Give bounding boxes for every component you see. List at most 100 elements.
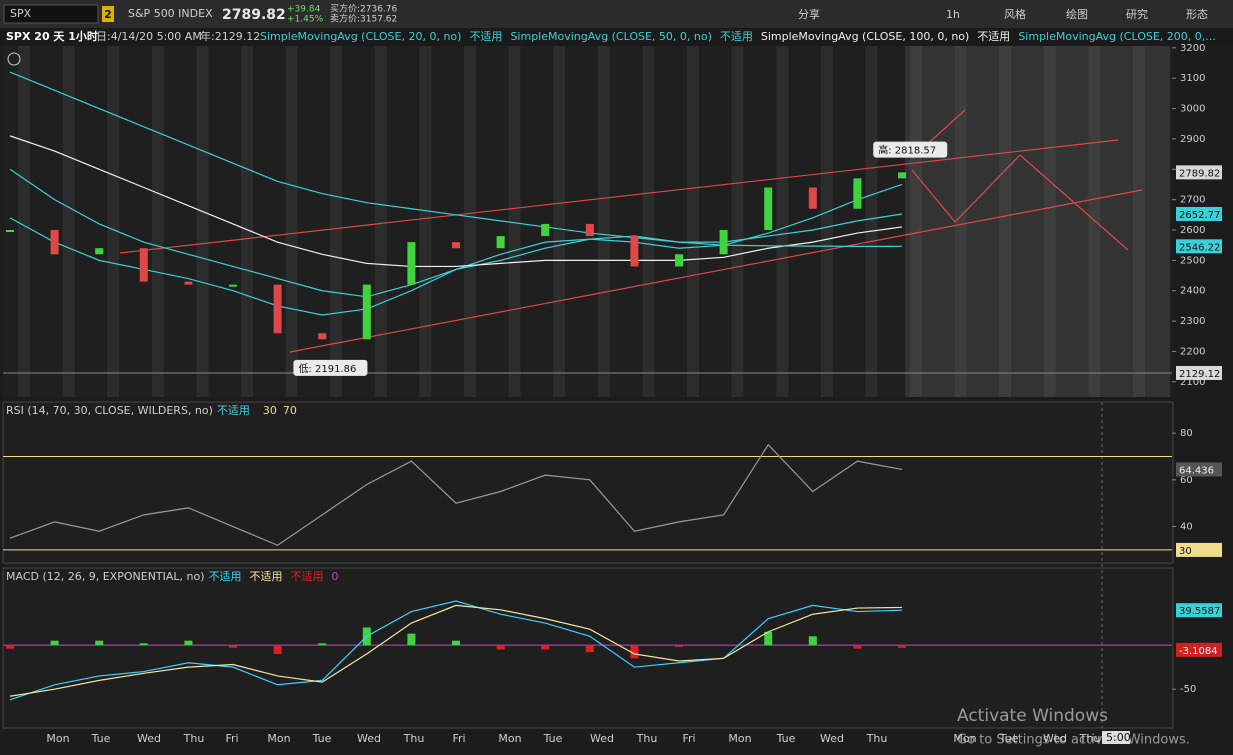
toolbar-button[interactable]: 1h <box>946 8 960 21</box>
rsi-panel <box>2 401 1174 564</box>
histogram-bar <box>139 643 148 646</box>
x-tick-label: Tue <box>776 732 796 745</box>
value-label: 2546.22 <box>1179 242 1220 253</box>
link-box[interactable] <box>102 6 114 22</box>
session-stripe <box>1133 46 1145 397</box>
x-tick-label: Mon <box>728 732 751 745</box>
session-stripe <box>151 46 164 397</box>
candle <box>273 284 282 334</box>
value-label: 2129.12 <box>1179 369 1220 380</box>
candle <box>452 242 460 249</box>
session-stripe <box>508 46 521 397</box>
trend-line <box>911 169 956 223</box>
symbol-box[interactable] <box>3 4 99 24</box>
series-line <box>9 443 903 546</box>
trend-line <box>954 154 1021 223</box>
toolbar-button[interactable]: 绘图 <box>1066 7 1088 21</box>
annotation: 高: 2818.57 <box>878 144 936 157</box>
series-line <box>9 604 903 697</box>
candle <box>318 333 327 340</box>
session-stripe <box>62 46 75 397</box>
link: 2 <box>104 8 112 21</box>
legend-na: 不适用 <box>977 30 1010 43</box>
series-line <box>9 168 903 298</box>
legend-na: 不适用 <box>250 570 283 583</box>
candle <box>630 236 639 267</box>
x-tick-label: Wed <box>820 732 844 745</box>
y-tick-label: 2400 <box>1180 286 1205 297</box>
change-pct: +1.45% <box>287 15 324 25</box>
histogram-bar <box>452 640 460 646</box>
x-tick-label: Mon <box>498 732 521 745</box>
last-price: 2789.82 <box>222 7 286 23</box>
x-tick-label: Fri <box>225 732 238 745</box>
value-box <box>1176 206 1222 221</box>
year-low: 年:2129.12 <box>200 29 260 43</box>
info-icon[interactable] <box>7 52 21 66</box>
value-box <box>1176 462 1222 477</box>
candle <box>853 178 862 209</box>
value-label: -3.1084 <box>1179 646 1218 657</box>
session-stripe <box>1088 46 1101 397</box>
candle <box>719 230 728 255</box>
session-stripe <box>419 46 432 397</box>
annotation-box <box>293 359 368 376</box>
series-line <box>9 71 903 247</box>
series-line <box>9 600 903 701</box>
ask: 卖方价:3157.62 <box>330 13 397 25</box>
histogram-bar <box>318 643 327 646</box>
x-tick-label: Tue <box>999 732 1019 745</box>
future-region <box>905 46 1170 397</box>
level-label: 70 <box>283 404 297 417</box>
y-tick-label: 3200 <box>1180 43 1205 54</box>
value-box <box>1176 603 1222 618</box>
change: +39.84 <box>287 5 321 15</box>
toolbar <box>0 0 1233 28</box>
candle <box>585 223 594 237</box>
bid: 买方价:2736.76 <box>330 3 398 15</box>
time-box <box>1102 731 1130 744</box>
toolbar-button[interactable]: 分享 <box>798 7 820 21</box>
zero-label: 0 <box>332 570 339 583</box>
x-tick-label: Thu <box>183 732 205 745</box>
x-tick-label: Wed <box>590 732 614 745</box>
x-tick-label: Fri <box>452 732 465 745</box>
series-line <box>9 135 903 268</box>
session-stripes <box>18 46 1145 397</box>
session-stripe <box>18 46 30 397</box>
bar-date: 日:4/14/20 5:00 AM <box>96 30 202 43</box>
value-box <box>1176 542 1222 557</box>
candle <box>184 281 193 285</box>
session-stripe <box>731 46 744 397</box>
session-stripe <box>687 46 699 397</box>
legend-entry: SimpleMovingAvg (CLOSE, 50, 0, no) <box>510 30 711 43</box>
histogram-bar <box>630 645 639 659</box>
y-tick-label: 2600 <box>1180 225 1205 236</box>
x-tick-label: Tue <box>312 732 332 745</box>
time-label: 5:00 <box>1106 731 1131 744</box>
trend-line <box>119 139 1119 254</box>
session-stripe <box>107 46 120 397</box>
histogram-bar <box>808 636 817 646</box>
y-tick-label: 2300 <box>1180 316 1205 327</box>
candle <box>496 236 505 249</box>
session-stripe <box>776 46 789 397</box>
symbol[interactable]: SPX <box>10 7 32 20</box>
x-tick-label: Wed <box>1043 732 1067 745</box>
session-stripe <box>999 46 1012 397</box>
candle <box>139 248 148 282</box>
y-tick-label: 2900 <box>1180 134 1205 145</box>
toolbar-button[interactable]: 研究 <box>1126 7 1148 21</box>
x-tick-label: Fri <box>682 732 695 745</box>
x-tick-label: Thu <box>403 732 425 745</box>
histogram-bar <box>229 645 237 648</box>
histogram-bar <box>184 640 193 646</box>
toolbar-button[interactable]: 形态 <box>1186 8 1208 21</box>
histogram-bar <box>541 645 550 650</box>
histogram-bar <box>6 645 14 649</box>
session-stripe <box>464 46 476 397</box>
session-stripe <box>910 46 922 397</box>
value-label: 39.5587 <box>1179 606 1220 617</box>
toolbar-button[interactable]: 风格 <box>1004 7 1026 21</box>
